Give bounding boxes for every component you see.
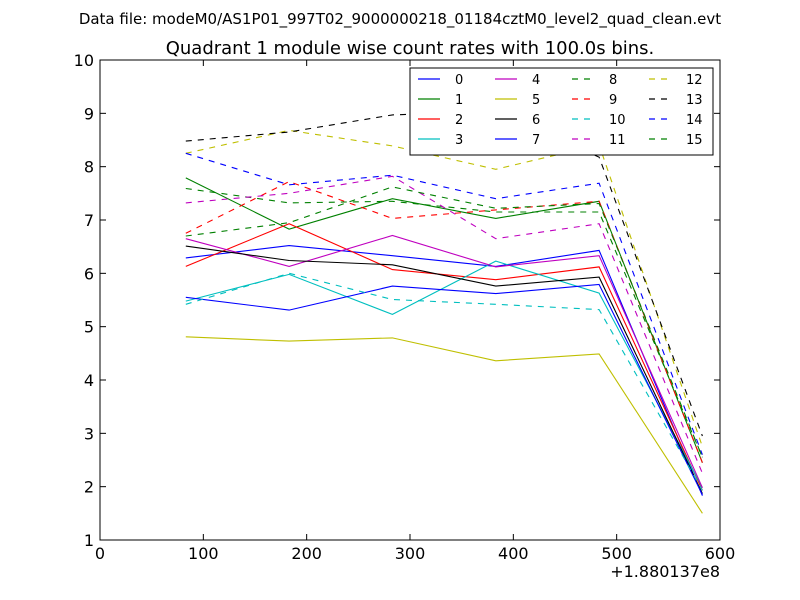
- y-tick-label: 2: [84, 478, 94, 497]
- figure-suptitle: Data file: modeM0/AS1P01_997T02_90000002…: [79, 10, 721, 29]
- x-tick-label: 100: [188, 544, 219, 563]
- legend-label-7: 7: [532, 133, 540, 148]
- series-line-9: [185, 181, 703, 463]
- series-line-8: [185, 187, 703, 458]
- series-line-5: [185, 336, 703, 514]
- legend-label-15: 15: [686, 133, 703, 148]
- series-line-2: [185, 223, 703, 491]
- y-tick-label: 5: [84, 318, 94, 337]
- y-tick-label: 3: [84, 424, 94, 443]
- y-tick-label: 4: [84, 371, 94, 390]
- y-tick-label: 8: [84, 158, 94, 177]
- series-line-7: [185, 283, 703, 495]
- series-line-1: [185, 177, 703, 463]
- series-line-14: [185, 152, 703, 455]
- legend-label-2: 2: [455, 113, 463, 128]
- x-tick-label: 500: [601, 544, 632, 563]
- legend-label-14: 14: [686, 113, 703, 128]
- legend-label-0: 0: [455, 73, 463, 88]
- y-tick-label: 7: [84, 211, 94, 230]
- series-lines: [185, 111, 703, 514]
- legend-label-3: 3: [455, 133, 463, 148]
- y-tick-label: 6: [84, 264, 94, 283]
- y-tick-label: 1: [84, 531, 94, 550]
- legend-box: [409, 67, 714, 156]
- series-line-15: [185, 186, 703, 458]
- x-tick-label: 200: [291, 544, 322, 563]
- legend-label-8: 8: [609, 73, 617, 88]
- x-tick-label: 400: [498, 544, 529, 563]
- legend-label-1: 1: [455, 93, 463, 108]
- legend-label-5: 5: [532, 93, 540, 108]
- x-offset-label: +1.880137e8: [610, 562, 720, 581]
- legend-label-13: 13: [686, 93, 703, 108]
- series-line-12: [185, 129, 703, 447]
- x-tick-label: 300: [395, 544, 426, 563]
- legend-label-4: 4: [532, 73, 540, 88]
- series-line-0: [185, 245, 703, 496]
- chart-title: Quadrant 1 module wise count rates with …: [166, 38, 655, 59]
- y-tick-label: 10: [74, 51, 94, 70]
- legend-label-10: 10: [609, 113, 626, 128]
- legend-label-11: 11: [609, 133, 626, 148]
- series-line-4: [185, 234, 703, 488]
- y-tick-label: 9: [84, 104, 94, 123]
- series-line-6: [185, 245, 703, 494]
- legend-label-9: 9: [609, 93, 617, 108]
- series-line-13: [185, 111, 703, 437]
- legend-label-6: 6: [532, 113, 540, 128]
- legend-label-12: 12: [686, 73, 703, 88]
- x-tick-label: 0: [95, 544, 105, 563]
- series-line-11: [185, 175, 703, 474]
- series-line-10: [185, 272, 703, 491]
- x-tick-label: 600: [705, 544, 736, 563]
